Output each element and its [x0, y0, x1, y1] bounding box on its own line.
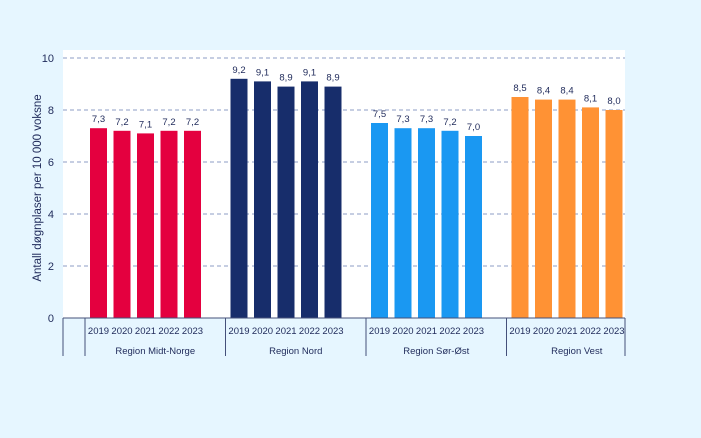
y-axis-ticks: 0 2 4 6 8 10 [42, 53, 54, 325]
y-tick-label: 0 [48, 313, 54, 325]
x-tick-label: 2020 [252, 326, 273, 337]
x-tick-label: 2022 [439, 326, 460, 337]
bar-region-midt-norge-2020 [113, 130, 131, 318]
x-tick-label: 2023 [463, 326, 484, 337]
data-label: 7,1 [139, 119, 152, 130]
x-tick-label: 2020 [533, 326, 554, 337]
data-labels: 7,3 7,2 7,1 7,2 7,2 9,2 9,1 8,9 9,1 8,9 7,5 7,3 7,3 7… [92, 65, 621, 133]
x-tick-label: 2019 [228, 326, 249, 337]
x-tick-label: 2023 [182, 326, 203, 337]
data-label: 7,3 [420, 114, 433, 125]
data-label: 9,1 [303, 67, 316, 78]
data-label: 7,0 [467, 122, 480, 133]
data-label: 8,5 [513, 83, 526, 94]
bar-region-s-r-st-2020 [394, 128, 412, 318]
data-label: 7,3 [92, 114, 105, 125]
x-tick-label: 2021 [416, 326, 437, 337]
bar-region-nord-2021 [277, 86, 295, 318]
data-label: 7,5 [373, 109, 386, 120]
data-label: 8,4 [537, 86, 550, 97]
data-label: 9,2 [232, 65, 245, 76]
bar-region-vest-2022 [582, 107, 599, 319]
data-label: 7,2 [115, 117, 128, 128]
data-label: 8,1 [584, 93, 597, 104]
bar-region-midt-norge-2019 [90, 128, 107, 318]
group-label: Region Vest [551, 346, 603, 357]
y-tick-label: 2 [48, 261, 54, 273]
x-tick-label: 2022 [299, 326, 320, 337]
bar-region-midt-norge-2022 [160, 130, 178, 318]
group-label: Region Nord [269, 346, 322, 357]
y-tick-label: 4 [48, 209, 54, 221]
bar-region-s-r-st-2023 [465, 136, 482, 318]
bar-region-nord-2019 [230, 78, 248, 318]
x-tick-label: 2019 [88, 326, 109, 337]
data-label: 7,2 [162, 117, 175, 128]
data-label: 8,9 [279, 73, 292, 84]
bar-region-s-r-st-2019 [371, 123, 388, 318]
y-axis-label: Antall døgnplaser per 10 000 voksne [32, 94, 44, 281]
bar-region-s-r-st-2022 [441, 130, 459, 318]
x-tick-label: 2020 [392, 326, 413, 337]
y-tick-label: 10 [42, 53, 54, 65]
gridlines [63, 57, 625, 267]
bar-region-midt-norge-2021 [137, 133, 154, 318]
bar-region-nord-2023 [324, 86, 342, 318]
group-label: Region Midt-Norge [115, 346, 195, 357]
data-label: 7,2 [186, 117, 199, 128]
data-label: 8,4 [560, 86, 573, 97]
y-tick-label: 6 [48, 157, 54, 169]
group-label: Region Sør-Øst [403, 346, 469, 357]
y-tick-label: 8 [48, 105, 54, 117]
bars [90, 78, 623, 319]
data-label: 9,1 [256, 67, 269, 78]
x-tick-label: 2021 [275, 326, 296, 337]
x-tick-label: 2022 [158, 326, 179, 337]
x-tick-label: 2022 [580, 326, 601, 337]
bar-region-midt-norge-2023 [184, 130, 201, 318]
x-tick-label: 2023 [603, 326, 624, 337]
bar-region-nord-2020 [254, 81, 271, 319]
bar-region-s-r-st-2021 [418, 128, 435, 318]
x-tick-label: 2021 [135, 326, 156, 337]
x-tick-label: 2019 [509, 326, 530, 337]
data-label: 7,3 [396, 114, 409, 125]
data-label: 7,2 [443, 117, 456, 128]
plot-area [63, 50, 625, 318]
data-label: 8,0 [607, 96, 620, 107]
bar-region-vest-2019 [511, 97, 529, 318]
x-tick-label: 2020 [111, 326, 132, 337]
bar-region-nord-2022 [301, 81, 318, 319]
bar-region-vest-2023 [605, 110, 623, 318]
x-tick-label: 2021 [556, 326, 577, 337]
x-tick-label: 2023 [322, 326, 343, 337]
x-tick-label: 2019 [369, 326, 390, 337]
bar-region-vest-2020 [535, 99, 552, 318]
bar-region-vest-2021 [558, 99, 576, 318]
data-label: 8,9 [326, 73, 339, 84]
